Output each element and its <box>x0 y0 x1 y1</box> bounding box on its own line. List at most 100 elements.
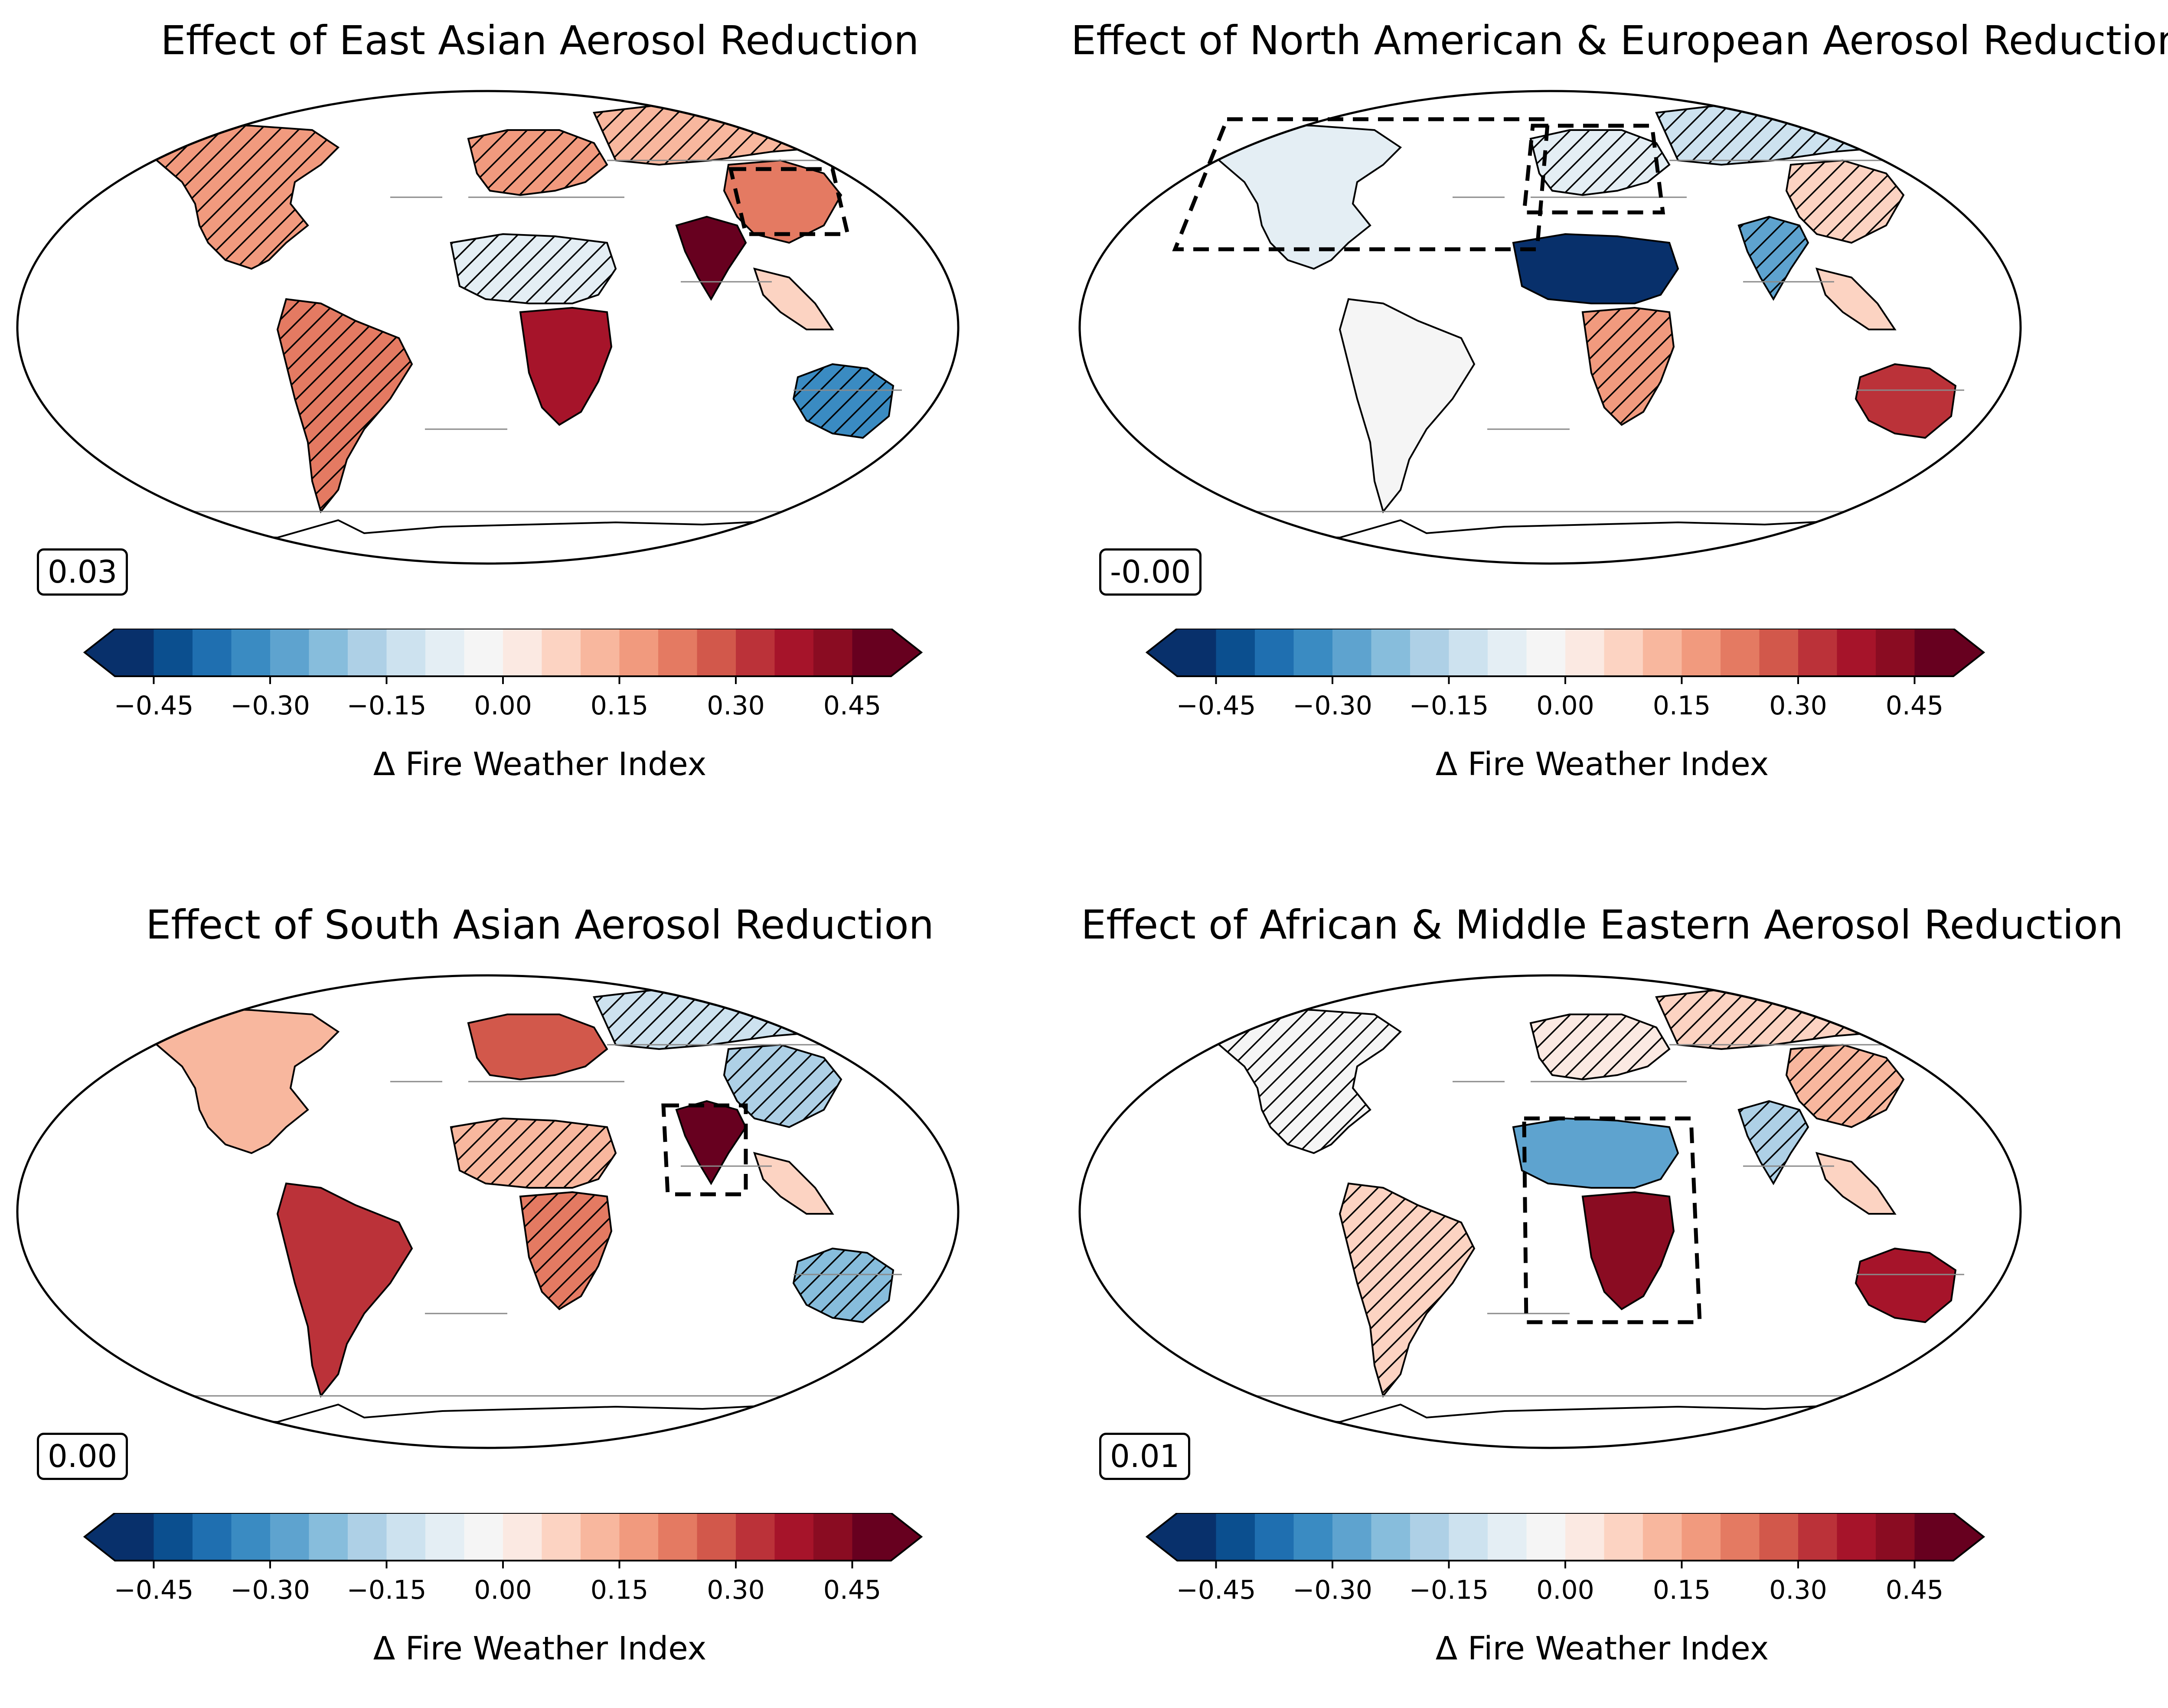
panel-na-europe: Effect of North American & European Aero… <box>1071 0 2168 824</box>
colorbar-swatch <box>1371 1513 1411 1561</box>
colorbar-swatch <box>1488 629 1527 676</box>
colorbar-tick-label: −0.45 <box>1176 691 1256 721</box>
colorbar-tick-label: 0.45 <box>1886 1575 1944 1605</box>
colorbar-tick-label: −0.15 <box>347 691 427 721</box>
colorbar-swatch <box>658 629 697 676</box>
colorbar-swatch <box>270 629 309 676</box>
hatch-south-asia <box>1739 217 1808 299</box>
colorbar-swatch <box>231 629 271 676</box>
colorbar-swatch <box>774 629 814 676</box>
colorbar-swatch <box>85 629 154 676</box>
hatch-australia <box>793 1248 893 1322</box>
colorbar-swatch <box>1798 1513 1837 1561</box>
colorbar-swatch <box>1147 629 1216 676</box>
region-north-africa <box>1512 233 1679 304</box>
colorbar-swatch <box>1293 629 1333 676</box>
colorbar-swatch <box>1837 1513 1876 1561</box>
map-east-asian <box>16 90 960 565</box>
target-region-box <box>1172 117 1550 251</box>
colorbar-swatch <box>581 1513 620 1561</box>
panel-title: Effect of North American & European Aero… <box>1071 17 2168 64</box>
colorbar-na-europe: −0.45 −0.30 −0.15 0.00 0.15 0.30 0.45 Δ Fire W… <box>1071 629 2133 811</box>
colorbar-swatch <box>503 629 542 676</box>
hatch-europe <box>1531 1014 1669 1079</box>
colorbar-swatch <box>1332 629 1371 676</box>
colorbar-swatch <box>425 629 464 676</box>
colorbar-swatch <box>1643 629 1682 676</box>
globe-outline <box>16 90 960 565</box>
region-south-america <box>1339 298 1476 514</box>
colorbar-gradient: −0.45 −0.30 −0.15 0.00 0.15 0.30 0.45 <box>83 629 923 721</box>
region-south-asia <box>675 215 747 301</box>
colorbar-tick-label: −0.45 <box>1176 1575 1256 1605</box>
colorbar-swatch <box>1565 629 1604 676</box>
hatch-north-asia <box>594 104 876 165</box>
colorbar-swatch <box>1682 1513 1721 1561</box>
colorbar-swatch <box>1147 1513 1216 1561</box>
colorbar-tick-label: 0.30 <box>1769 691 1827 721</box>
colorbar-swatch <box>1488 1513 1527 1561</box>
colorbar-swatch <box>309 629 348 676</box>
colorbar-tick-label: 0.00 <box>474 1575 532 1605</box>
colorbar-label: Δ Fire Weather Index <box>373 746 707 783</box>
colorbar-swatch <box>193 1513 232 1561</box>
colorbar-swatch <box>542 1513 581 1561</box>
hatch-south-africa <box>1583 308 1674 425</box>
colorbar-swatch <box>1798 629 1837 676</box>
colorbar-swatch <box>1604 1513 1643 1561</box>
colorbar-swatch <box>1565 1513 1604 1561</box>
colorbar-tick-label: −0.15 <box>347 1575 427 1605</box>
hatch-australia <box>793 364 893 438</box>
colorbar-swatch <box>619 1513 659 1561</box>
colorbar-tick-label: −0.30 <box>230 691 310 721</box>
colorbar-label: Δ Fire Weather Index <box>1435 746 1769 783</box>
region-southeast-asia <box>753 1152 834 1215</box>
colorbar-outline <box>1145 1513 1985 1561</box>
colorbar-tick-label: 0.45 <box>823 691 882 721</box>
colorbar-tick-label: 0.15 <box>1653 1575 1711 1605</box>
hatch-south-america <box>1340 1183 1474 1396</box>
colorbar-swatch <box>1449 1513 1488 1561</box>
colorbar-outline <box>83 629 923 677</box>
colorbar-label: Δ Fire Weather Index <box>373 1630 707 1667</box>
panel-africa-mideast: Effect of African & Middle Eastern Aeros… <box>1071 884 2133 1708</box>
colorbar-outline <box>83 1513 923 1561</box>
colorbar-swatch <box>1410 1513 1449 1561</box>
colorbar-swatch <box>736 629 775 676</box>
colorbar-swatch <box>1914 1513 1984 1561</box>
colorbar-swatch <box>1759 1513 1799 1561</box>
colorbar-africa-mideast: −0.45 −0.30 −0.15 0.00 0.15 0.30 0.45 Δ Fire W… <box>1071 1513 2133 1695</box>
colorbar-south-asian: −0.45 −0.30 −0.15 0.00 0.15 0.30 0.45 Δ Fire W… <box>9 1513 1071 1695</box>
hatch-north-america <box>139 124 338 269</box>
panel-title: Effect of South Asian Aerosol Reduction <box>146 902 934 948</box>
global-mean-badge: -0.00 <box>1099 548 1202 596</box>
map-na-europe <box>1078 90 2022 565</box>
colorbar-tick-label: −0.30 <box>1293 691 1372 721</box>
colorbar-swatch <box>1216 1513 1255 1561</box>
colorbar-swatch <box>1876 629 1915 676</box>
colorbar-gradient: −0.45 −0.30 −0.15 0.00 0.15 0.30 0.45 <box>1145 629 1985 721</box>
colorbar-swatch <box>270 1513 309 1561</box>
colorbar-swatch <box>153 1513 193 1561</box>
map-africa-mideast <box>1078 974 2022 1449</box>
colorbar-swatch <box>85 1513 154 1561</box>
colorbar-tick-label: 0.45 <box>1886 691 1944 721</box>
colorbar-swatch <box>1293 1513 1333 1561</box>
colorbar-swatch <box>231 1513 271 1561</box>
region-southeast-asia <box>1815 1152 1897 1215</box>
panel-east-asian: Effect of East Asian Aerosol Reduction 0… <box>9 0 1071 824</box>
target-region-box <box>1522 1116 1702 1324</box>
hatch-north-africa <box>451 234 616 303</box>
colorbar-outline <box>1145 629 1985 677</box>
colorbar-swatch <box>1526 1513 1566 1561</box>
region-europe <box>467 1014 608 1081</box>
colorbar-swatch <box>1526 629 1566 676</box>
colorbar-tick-label: 0.30 <box>1769 1575 1827 1605</box>
colorbar-swatch <box>852 1513 921 1561</box>
colorbar-swatch <box>1255 629 1294 676</box>
panel-title: Effect of African & Middle Eastern Aeros… <box>1081 902 2123 948</box>
region-south-africa <box>519 306 613 426</box>
colorbar-tick-label: 0.00 <box>1536 691 1594 721</box>
colorbar-swatch <box>309 1513 348 1561</box>
globe-outline <box>1078 90 2022 565</box>
